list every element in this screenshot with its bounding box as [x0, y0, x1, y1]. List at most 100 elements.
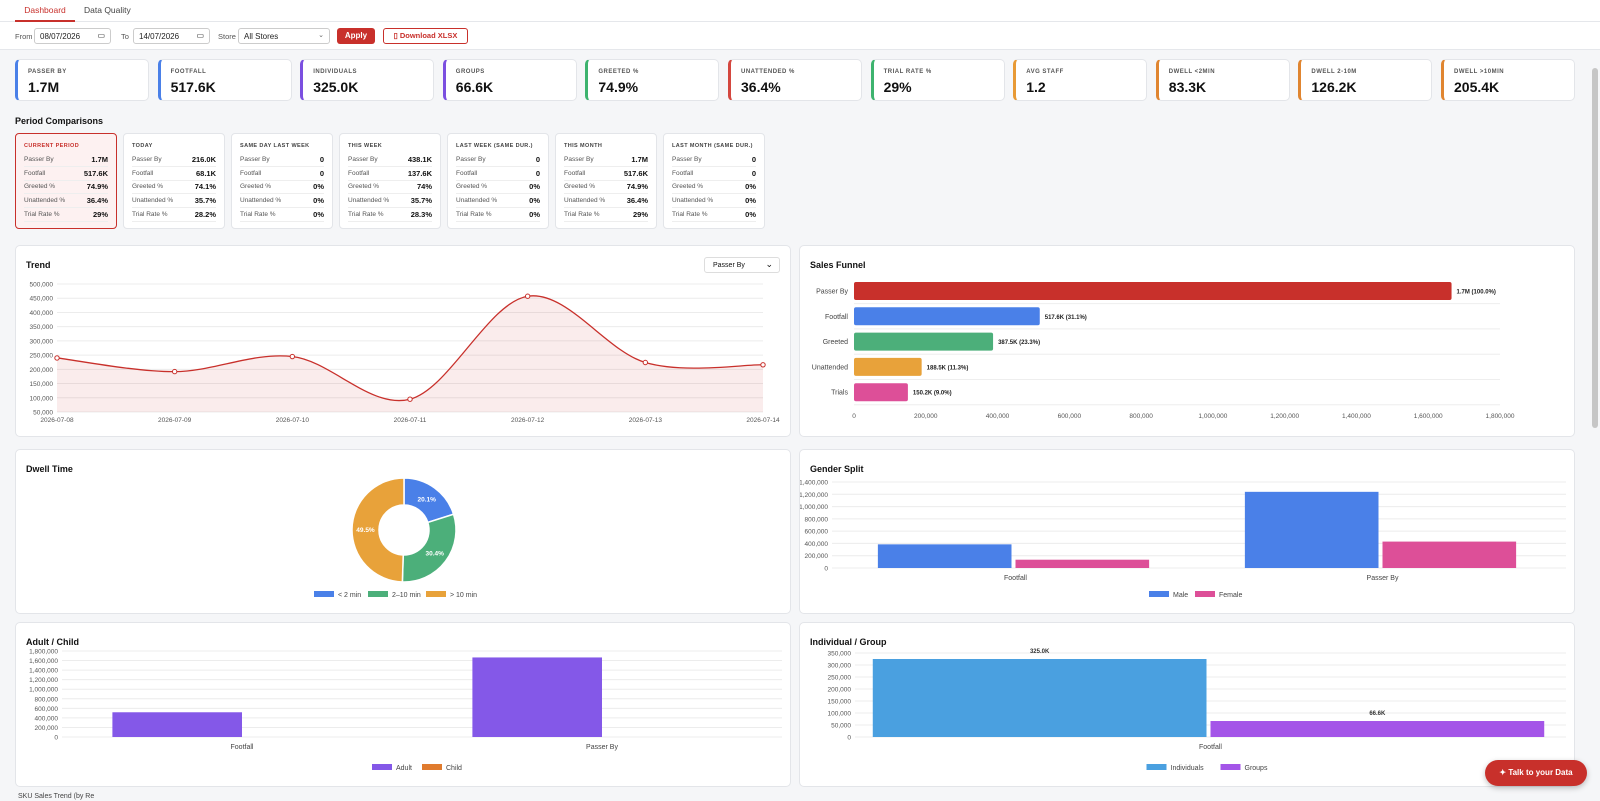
period-row-value: 36.4% [626, 196, 648, 206]
kpi-label: FOOTFALL [170, 69, 207, 75]
kpi-value: 83.3K [1168, 79, 1207, 95]
period-row-value: 74% [416, 182, 432, 192]
period-row: Trial Rate % 0% [240, 208, 324, 222]
period-row-value: 0 [535, 155, 540, 164]
to-label: To [121, 32, 129, 41]
download-label: Download XLSX [399, 31, 458, 40]
store-select[interactable]: All Stores ⌄ [238, 28, 330, 44]
period-row-label: Unattended % [456, 197, 498, 205]
period-row: Footfall 137.6K [348, 167, 432, 181]
legend-swatch [372, 764, 392, 770]
kpi-value: 29% [883, 79, 912, 95]
donut-slice[interactable] [351, 477, 405, 583]
trend-point[interactable] [760, 362, 766, 368]
period-row-value: 0% [745, 209, 756, 219]
bar[interactable] [1015, 559, 1150, 568]
kpi-value: 205.4K [1454, 79, 1500, 95]
kpi-value: 36.4% [741, 79, 781, 95]
adult-child-title: Adult / Child [26, 637, 79, 647]
x-tick-label: 600,000 [1058, 413, 1082, 420]
funnel-bar[interactable] [854, 282, 1452, 300]
period-row-value: 0% [529, 182, 540, 192]
dwell-time-title: Dwell Time [26, 464, 73, 474]
period-row-value: 68.1K [195, 168, 216, 178]
trend-metric-select[interactable]: Passer By ⌄ [704, 257, 780, 273]
period-row-label: Footfall [456, 169, 478, 177]
period-row-value: 29% [92, 209, 108, 219]
apply-button[interactable]: Apply [337, 28, 375, 44]
trend-card: Trend Passer By ⌄ 50,000 100,000 150,000 200… [15, 245, 791, 437]
bar[interactable] [872, 659, 1207, 737]
trend-point[interactable] [407, 396, 413, 402]
period-row-label: Trial Rate % [456, 210, 492, 218]
period-row: Trial Rate % 0% [672, 208, 756, 222]
trend-point[interactable] [171, 368, 178, 375]
tab-data-quality[interactable]: Data Quality [84, 5, 131, 15]
y-tick-label: 800,000 [35, 696, 59, 703]
period-row-value: 28.2% [194, 209, 216, 219]
period-row-value: 35.7% [410, 196, 432, 206]
period-row: Greeted % 0% [240, 180, 324, 195]
trend-point[interactable] [524, 293, 531, 299]
period-row: Passer By 0 [240, 153, 324, 167]
funnel-bar[interactable] [854, 307, 1040, 326]
x-tick-label: 1,000,000 [1198, 413, 1227, 420]
bar[interactable] [1244, 491, 1379, 568]
scrollbar[interactable] [1592, 68, 1598, 428]
download-xlsx-button[interactable]: ▯ Download XLSX [383, 28, 468, 44]
next-section-title: SKU Sales Trend (by Re [18, 793, 95, 800]
period-row: Footfall 0 [456, 167, 540, 181]
bar[interactable] [472, 657, 602, 737]
y-tick-label: 400,000 [35, 715, 59, 722]
period-row-label: Unattended % [132, 197, 174, 205]
trend-point[interactable] [54, 355, 60, 361]
period-card: CURRENT PERIOD Passer By 1.7M Footfall 517.6… [15, 133, 117, 229]
legend-label: Male [1173, 592, 1188, 599]
y-tick-label: 150,000 [828, 699, 852, 706]
period-row: Unattended % 0% [240, 194, 324, 209]
bar[interactable] [877, 544, 1012, 568]
data-label: 387.5K (23.3%) [998, 340, 1040, 346]
legend-swatch [1195, 591, 1215, 597]
period-row: Trial Rate % 28.2% [132, 208, 216, 222]
sales-funnel-card: Sales Funnel 0 200,000 400,000 600,000 800,0… [799, 245, 1575, 437]
calendar-icon: ▭ [97, 31, 105, 40]
category-label: Trials [831, 390, 848, 397]
bar[interactable] [112, 712, 243, 737]
legend-swatch [1146, 764, 1167, 770]
gender-split-title: Gender Split [810, 464, 864, 474]
individual-group-title: Individual / Group [810, 637, 887, 647]
period-row-label: Footfall [564, 169, 586, 177]
from-date-input[interactable]: 08/07/2026 ▭ [34, 28, 111, 44]
period-row: Greeted % 74.9% [24, 180, 108, 195]
x-tick-label: 0 [852, 413, 856, 420]
bar[interactable] [1382, 541, 1517, 568]
dwell-time-card: Dwell Time 20.1% 30.4% 49.5% < 2 min 2–10 mi… [15, 449, 791, 614]
sales-funnel-chart: 0 200,000 400,000 600,000 800,000 1,000,000 1,… [812, 282, 1515, 420]
trend-select-value: Passer By [713, 262, 745, 269]
period-row: Greeted % 74.9% [564, 180, 648, 195]
period-row-label: Passer By [564, 156, 594, 163]
trend-point[interactable] [642, 359, 649, 366]
period-row-label: Trial Rate % [348, 210, 384, 218]
x-tick-label: 2026-07-14 [746, 417, 780, 424]
gender-split-card: Gender Split 0 200,000 400,000 600,000 800,0… [799, 449, 1575, 614]
period-row-label: Trial Rate % [672, 210, 708, 218]
funnel-bar[interactable] [854, 357, 922, 376]
funnel-bar[interactable] [854, 383, 908, 402]
y-tick-label: 200,000 [30, 367, 54, 374]
talk-to-your-data-button[interactable]: ✦ Talk to your Data [1485, 760, 1587, 786]
period-row-label: Passer By [24, 156, 54, 163]
donut-slice[interactable] [401, 513, 457, 583]
top-tabs: Dashboard Data Quality [0, 0, 1600, 22]
period-row-label: Passer By [456, 156, 486, 163]
period-row-label: Greeted % [564, 183, 596, 191]
tab-dashboard[interactable]: Dashboard [15, 5, 75, 22]
period-row-value: 0% [529, 196, 540, 206]
trend-point[interactable] [289, 353, 296, 360]
funnel-bar[interactable] [854, 332, 994, 351]
to-date-input[interactable]: 14/07/2026 ▭ [133, 28, 210, 44]
period-row-label: Unattended % [24, 197, 66, 205]
period-row-label: Footfall [24, 169, 46, 177]
bar[interactable] [1210, 721, 1545, 737]
